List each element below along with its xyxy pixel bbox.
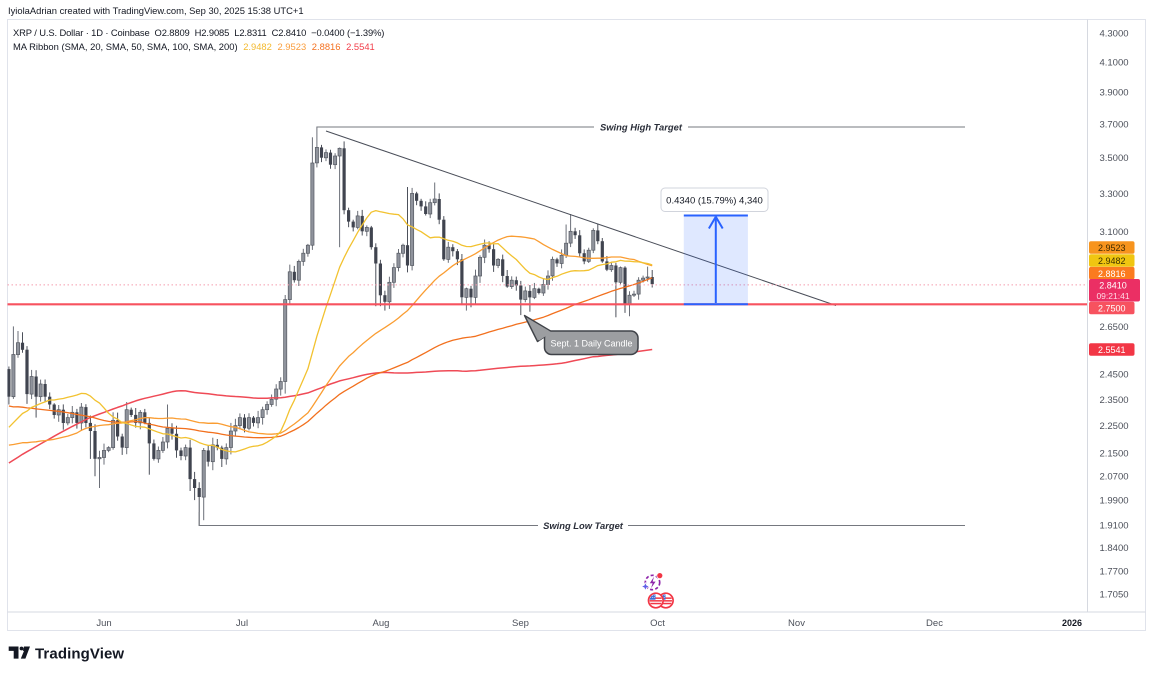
svg-text:2.2500: 2.2500 bbox=[1099, 421, 1128, 432]
svg-text:1.7050: 1.7050 bbox=[1099, 589, 1128, 600]
svg-text:1.8400: 1.8400 bbox=[1099, 543, 1128, 554]
svg-text:2.8816: 2.8816 bbox=[1098, 269, 1126, 279]
svg-text:2026: 2026 bbox=[1062, 618, 1082, 628]
svg-text:2.3500: 2.3500 bbox=[1099, 395, 1128, 406]
svg-text:0.4340 (15.79%) 4,340: 0.4340 (15.79%) 4,340 bbox=[666, 196, 763, 207]
svg-text:3.5000: 3.5000 bbox=[1099, 153, 1128, 164]
svg-text:Sept. 1 Daily Candle: Sept. 1 Daily Candle bbox=[550, 338, 632, 348]
svg-text:Jun: Jun bbox=[96, 618, 111, 629]
svg-text:4.3000: 4.3000 bbox=[1099, 28, 1128, 39]
svg-text:3.9000: 3.9000 bbox=[1099, 88, 1128, 99]
svg-text:Swing Low Target: Swing Low Target bbox=[543, 520, 624, 531]
svg-text:TradingView: TradingView bbox=[35, 646, 124, 662]
svg-text:Aug: Aug bbox=[373, 618, 390, 629]
svg-text:2.9482: 2.9482 bbox=[1098, 256, 1126, 266]
svg-text:Sep: Sep bbox=[512, 618, 529, 629]
svg-text:2.4500: 2.4500 bbox=[1099, 370, 1128, 381]
svg-text:Oct: Oct bbox=[650, 618, 665, 629]
svg-text:2.7500: 2.7500 bbox=[1098, 304, 1126, 314]
svg-text:2.5541: 2.5541 bbox=[1098, 345, 1126, 355]
svg-text:4.1000: 4.1000 bbox=[1099, 57, 1128, 68]
svg-text:1.9100: 1.9100 bbox=[1099, 521, 1128, 532]
svg-text:2.0700: 2.0700 bbox=[1099, 472, 1128, 483]
svg-text:1.7700: 1.7700 bbox=[1099, 567, 1128, 578]
svg-text:3.3000: 3.3000 bbox=[1099, 189, 1128, 200]
svg-text:Dec: Dec bbox=[926, 618, 943, 629]
svg-text:2.6500: 2.6500 bbox=[1099, 322, 1128, 333]
svg-text:3.7000: 3.7000 bbox=[1099, 120, 1128, 131]
svg-text:Swing High Target: Swing High Target bbox=[600, 122, 683, 133]
svg-text:2.9523: 2.9523 bbox=[1098, 243, 1126, 253]
svg-text:2.8410: 2.8410 bbox=[1099, 281, 1127, 291]
svg-text:2.1500: 2.1500 bbox=[1099, 449, 1128, 460]
svg-text:Nov: Nov bbox=[788, 618, 805, 629]
svg-text:1.9900: 1.9900 bbox=[1099, 496, 1128, 507]
svg-text:09:21:41: 09:21:41 bbox=[1096, 291, 1129, 301]
svg-text:Jul: Jul bbox=[236, 618, 248, 629]
svg-text:3.1000: 3.1000 bbox=[1099, 227, 1128, 238]
